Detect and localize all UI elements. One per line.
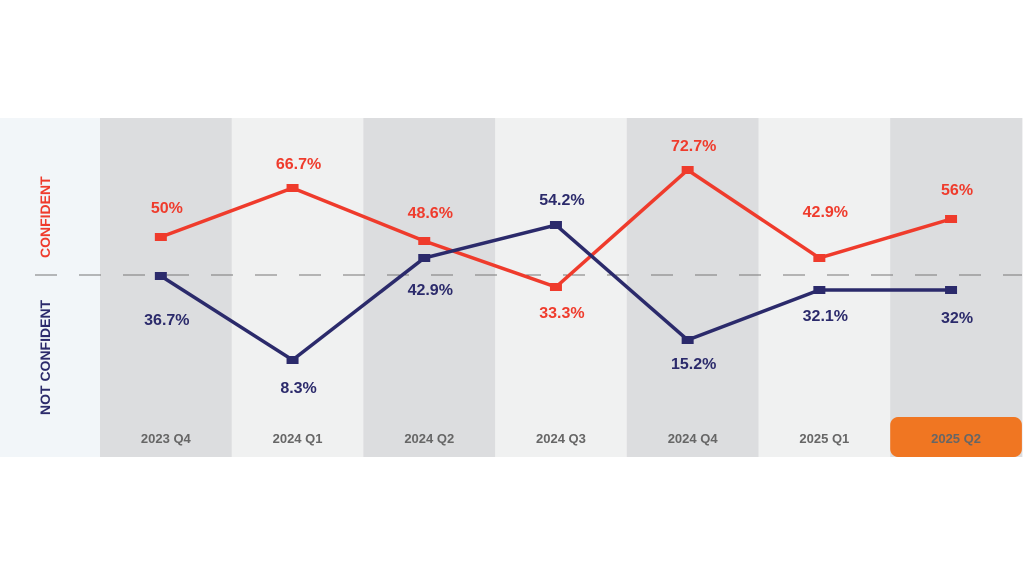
data-label: 42.9% (803, 204, 848, 221)
x-tick-label: 2024 Q1 (273, 431, 323, 446)
data-label: 36.7% (144, 312, 189, 329)
data-point (286, 184, 299, 192)
data-label: 48.6% (408, 205, 453, 222)
data-label: 15.2% (671, 356, 716, 373)
data-point (813, 286, 826, 294)
legend-not-confident: NOT CONFIDENT (37, 299, 53, 415)
data-label: 72.7% (671, 138, 716, 155)
x-tick-label: 2025 Q2 (931, 431, 981, 446)
x-tick-label: 2024 Q4 (668, 431, 719, 446)
data-point (945, 215, 958, 223)
data-point (549, 221, 562, 229)
x-tick-label: 2024 Q2 (404, 431, 454, 446)
column-band (100, 118, 233, 457)
data-point (549, 283, 562, 291)
legend-panel (0, 118, 100, 457)
x-tick-label: 2023 Q4 (141, 431, 192, 446)
data-label: 54.2% (539, 192, 584, 209)
x-tick-label: 2024 Q3 (536, 431, 586, 446)
x-tick-label: 2025 Q1 (799, 431, 849, 446)
column-band (231, 118, 364, 457)
data-point (286, 356, 299, 364)
data-point (418, 237, 431, 245)
data-label: 42.9% (408, 282, 453, 299)
data-point (154, 272, 167, 280)
data-label: 66.7% (276, 156, 321, 173)
data-label: 8.3% (280, 380, 316, 397)
data-label: 32% (941, 310, 973, 327)
data-label: 33.3% (539, 305, 584, 322)
data-label: 56% (941, 182, 973, 199)
data-point (154, 233, 167, 241)
data-label: 32.1% (803, 308, 848, 325)
data-point (681, 336, 694, 344)
legend-confident: CONFIDENT (37, 176, 53, 258)
data-label: 50% (151, 200, 183, 217)
data-point (418, 254, 431, 262)
data-point (945, 286, 958, 294)
highlight-tab (890, 417, 1022, 457)
data-point (813, 254, 826, 262)
data-point (681, 166, 694, 174)
